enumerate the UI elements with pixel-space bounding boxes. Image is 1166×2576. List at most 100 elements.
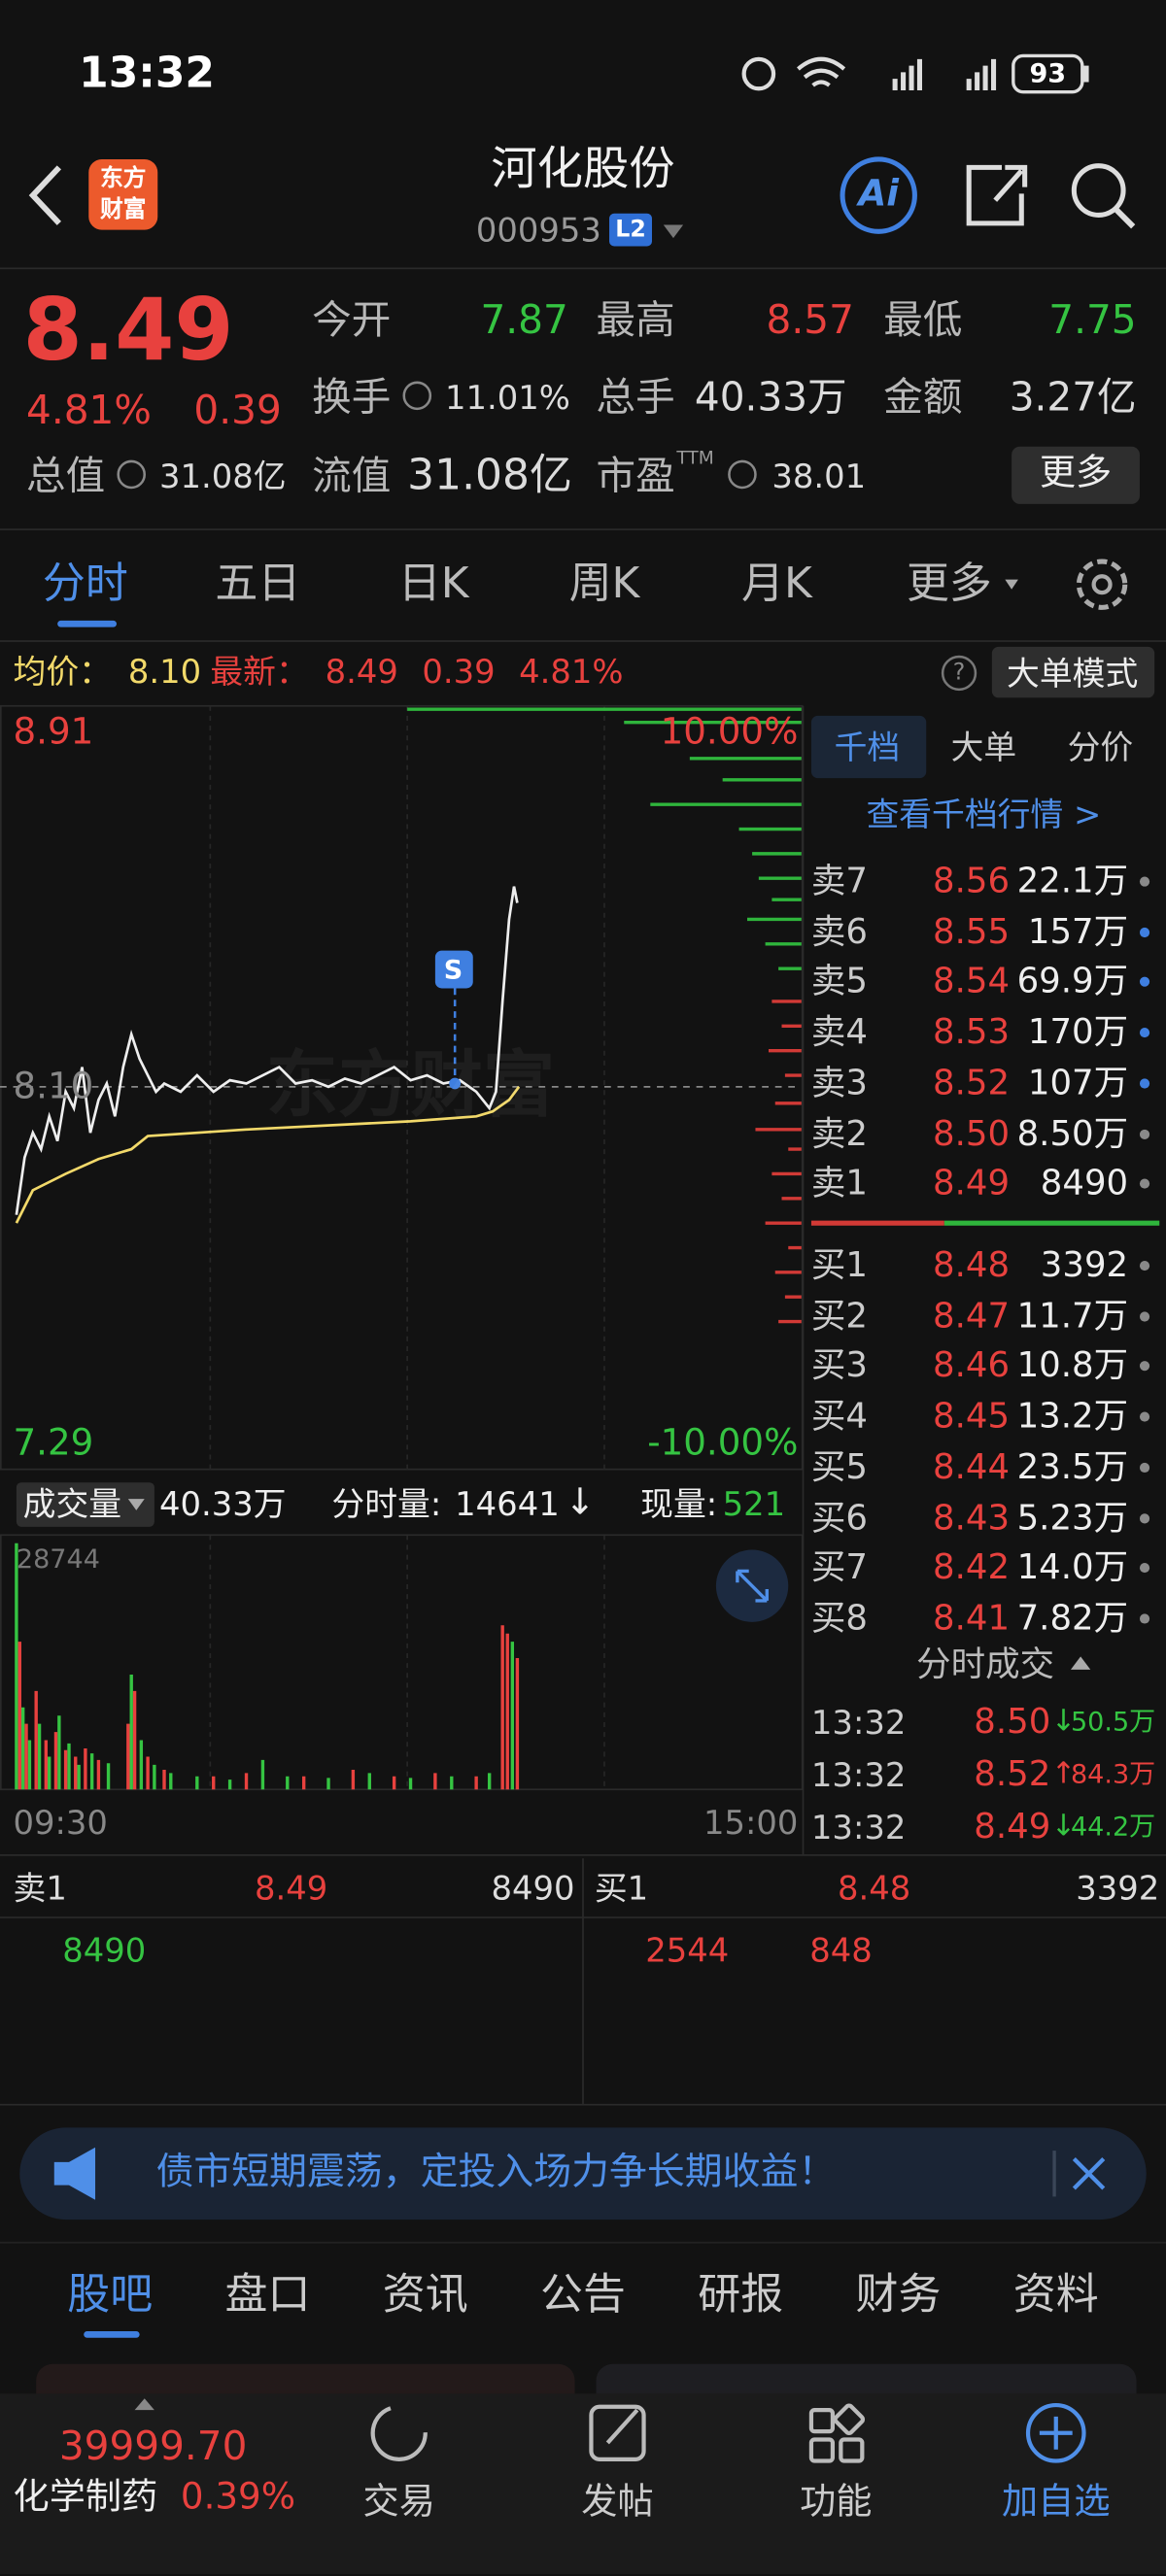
volume: 10.8万 [1016,1345,1129,1386]
items[interactable]: 五日 [215,559,301,610]
nav[interactable]: 发帖 [581,2482,654,2524]
items[interactable]: 月K [741,559,812,610]
avg-label: 均价： [13,651,112,692]
tabs[interactable]: 大单 [950,727,1017,767]
volume-total: 40.33万 [158,1483,287,1524]
low: 7.29 [13,1423,94,1465]
dot [1139,876,1150,887]
price: 8.48 [933,1244,1011,1285]
label: 卖4 [810,1012,869,1052]
items[interactable]: 更多 [906,559,992,610]
low-pct: -10.00% [647,1423,799,1465]
change-pct: 4.81% [26,387,152,434]
nav[interactable]: 加自选 [1001,2482,1111,2524]
current-volume: 521 [722,1483,786,1524]
volume: 8.50万 [1016,1112,1129,1153]
nav[interactable]: 功能 [800,2482,873,2524]
change: 0.39 [422,651,496,692]
items[interactable]: 财务 [855,2270,942,2321]
ai[interactable]: Ai [858,174,899,216]
dot [1139,927,1150,937]
items[interactable]: 周K [568,559,640,610]
items[interactable]: 股吧 [67,2270,154,2321]
arrow: ↓ [1050,1809,1077,1845]
time: 13:32 [79,49,216,99]
ask-queue: 8490 [62,1930,147,1971]
avg: 8.10 [127,651,202,692]
dot [1139,1613,1150,1624]
tabs[interactable]: 千档 [834,727,901,767]
items[interactable]: 盘口 [224,2270,311,2321]
dot [1139,1178,1150,1189]
price: 8.52 [974,1753,1051,1794]
value: 7.75 [1048,296,1137,344]
text[interactable]: 债市短期震荡，定投入场力争长期收益！ [155,2151,837,2194]
value: 40.33万 [694,374,847,421]
link[interactable]: 查看千档行情 > [866,795,1102,834]
badge: L2 [615,217,646,244]
volume: 157万 [1027,911,1129,951]
bid-label: 买1 [594,1868,649,1908]
label: 换手 [312,374,392,421]
price: 8.56 [933,861,1011,901]
label: 金额 [883,374,963,421]
minute-volume-label: 分时量: [331,1483,442,1524]
volume: 11.7万 [1016,1295,1129,1336]
label: 买6 [810,1497,869,1537]
label: 卖2 [810,1112,869,1153]
price: 8.53 [933,1012,1011,1052]
divider [0,528,1166,530]
volume: 107万 [1027,1063,1129,1102]
items[interactable]: 日K [397,559,469,610]
value: 11.01% [445,377,570,418]
ask-price: 8.49 [254,1868,328,1908]
last-label: 最新： [210,651,309,692]
volume: 14.0万 [1016,1547,1129,1587]
sector-change: 0.39% [180,2477,296,2519]
dot [1139,1411,1150,1422]
nav[interactable]: 交易 [362,2482,435,2524]
volume: 69.9万 [1016,962,1129,1001]
volume: 7.82万 [1016,1598,1129,1638]
items[interactable]: 资料 [1012,2270,1099,2321]
items[interactable]: 分时 [42,559,128,610]
label: 买4 [810,1396,869,1437]
price: 8.50 [933,1112,1011,1153]
label: 卖3 [810,1063,869,1102]
price: 8.49 [933,1163,1011,1203]
current-volume-label: 现量: [640,1483,718,1524]
more[interactable]: 更多 [1039,453,1113,494]
mode[interactable]: 大单模式 [1007,653,1139,694]
dot [1139,1128,1150,1139]
volume: 3392 [1040,1244,1129,1285]
volume: 23.5万 [1016,1446,1129,1487]
value: 31.08亿 [158,456,287,496]
tabs[interactable]: 分价 [1067,727,1134,767]
minute-volume: 14641 [455,1483,560,1524]
time: 13:32 [810,1754,907,1795]
bid-queue: 2544 [645,1930,730,1971]
ask-label: 卖1 [13,1868,67,1908]
items[interactable]: 研报 [698,2270,784,2321]
value: 3.27亿 [1009,374,1137,421]
help: ? [952,660,966,687]
value: 8.57 [766,296,854,344]
label: 总值 [26,453,106,499]
high-pct: 10.00% [660,712,799,754]
items[interactable]: 公告 [540,2270,626,2321]
price: 8.55 [933,911,1011,951]
label: 流值 [312,453,392,499]
label: 买8 [810,1598,869,1638]
label: 买5 [810,1446,869,1487]
label: 卖7 [810,861,869,901]
start: 09:30 [13,1802,108,1843]
label: 今开 [312,296,392,344]
last: 8.49 [325,651,398,692]
items[interactable]: 资讯 [382,2270,468,2321]
change: 0.39 [193,387,282,434]
label: 最低 [883,296,963,344]
arrow: ↓ [1050,1704,1077,1739]
